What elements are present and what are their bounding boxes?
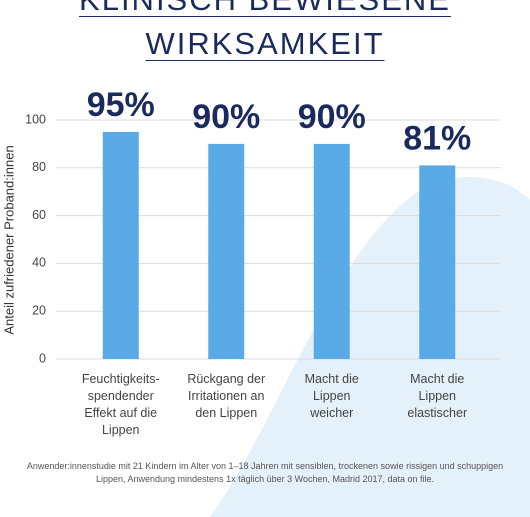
y-tick-label: 0 <box>39 351 46 365</box>
bar <box>208 143 245 359</box>
bar <box>419 165 456 359</box>
value-label: 81% <box>403 119 471 157</box>
x-tick-label: Macht die Lippen weicher <box>304 372 359 420</box>
value-label: 90% <box>298 98 366 136</box>
y-axis-label: Anteil zufriedener Proband:innen <box>1 145 16 334</box>
y-tick-label: 40 <box>32 256 46 270</box>
value-label: 90% <box>192 98 260 136</box>
bar <box>102 131 139 359</box>
x-tick-label: Feuchtigkeits- spendender Effekt auf die… <box>81 372 160 437</box>
value-label: 95% <box>87 86 155 124</box>
footnote: Anwender:innenstudie mit 21 Kindern im A… <box>26 461 504 484</box>
x-tick-label: Macht die Lippen elastischer <box>407 372 468 420</box>
y-tick-label: 80 <box>32 160 46 174</box>
bar <box>313 143 350 359</box>
chart-title: KLINISCH BEWIESENE WIRKSAMKEIT <box>79 0 449 61</box>
y-tick-label: 20 <box>32 303 46 317</box>
x-tick-label: Rückgang der Irritationen an den Lippen <box>187 372 266 420</box>
y-tick-label: 60 <box>32 208 46 222</box>
y-tick-label: 100 <box>25 112 46 126</box>
